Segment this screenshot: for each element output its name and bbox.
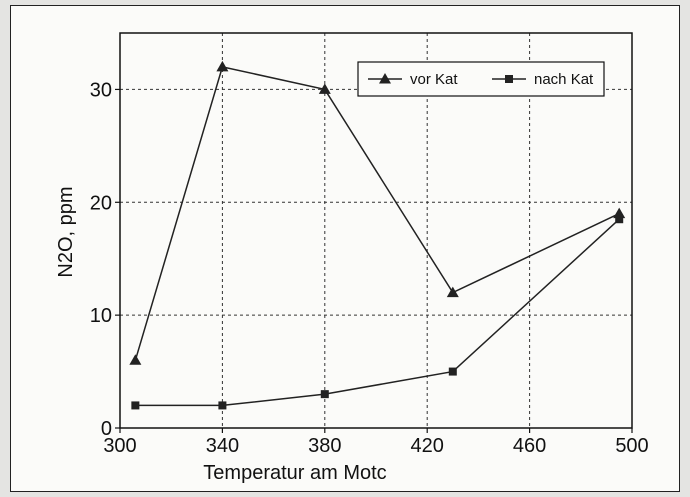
series-group (129, 60, 626, 410)
data-point-1-2 (320, 390, 329, 399)
data-point-0-3 (446, 286, 459, 298)
data-point-0-2 (318, 83, 331, 94)
x-tick-label: 420 (411, 435, 444, 457)
x-tick-label: 500 (615, 435, 648, 457)
data-point-1-3 (448, 367, 457, 376)
data-point-1-1 (218, 401, 227, 410)
data-point-1-0 (131, 401, 140, 410)
series-line-1 (135, 218, 620, 407)
legend-marker-1 (505, 75, 513, 83)
legend-label-1: nach Kat (534, 71, 594, 88)
x-tick-label: 300 (103, 435, 136, 457)
x-tick-label: 460 (513, 435, 546, 457)
axis-ticks: 300 340 380 420 460 500 0 10 20 30 (90, 79, 649, 457)
legend-marker-0 (379, 73, 391, 84)
x-tick-label: 380 (308, 435, 341, 457)
legend-label-0: vor Kat (410, 71, 458, 88)
y-tick-label: 0 (101, 418, 112, 440)
y-tick-label: 20 (90, 192, 112, 214)
y-axis-label: N2O, ppm (55, 186, 77, 277)
x-tick-label: 340 (206, 435, 239, 457)
data-point-0-1 (216, 60, 229, 72)
plot-area (119, 32, 633, 429)
series-line-0 (134, 65, 620, 361)
data-point-1-4 (615, 215, 624, 224)
legend: vor Kat nach Kat (357, 61, 605, 97)
data-point-0-0 (129, 354, 142, 365)
y-tick-label: 30 (90, 79, 112, 101)
x-axis-label: Temperatur am Motc (203, 462, 386, 484)
y-tick-label: 10 (90, 305, 112, 327)
